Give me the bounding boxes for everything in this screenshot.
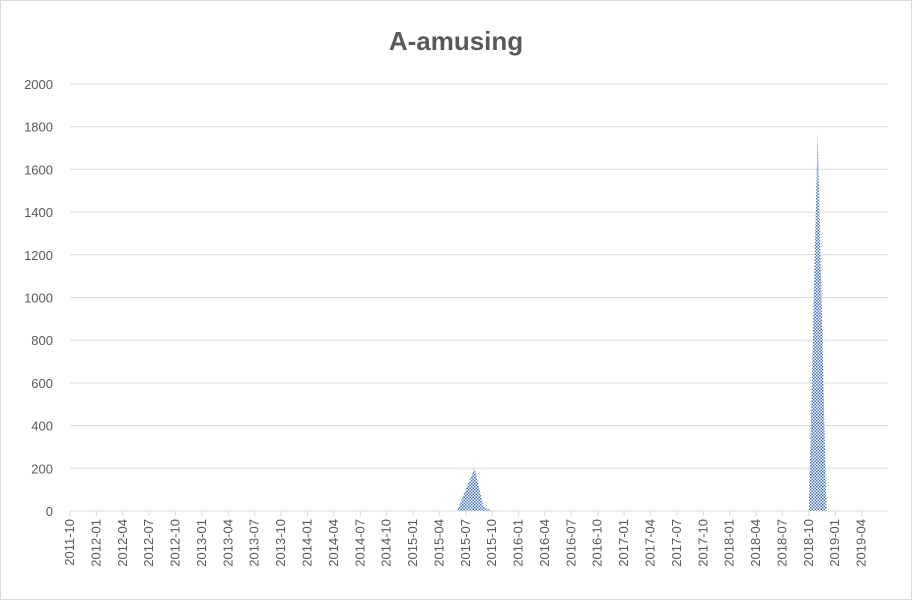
y-tick-label: 200 [31, 461, 53, 476]
x-tick-label: 2017-10 [695, 519, 710, 567]
x-tick-label: 2015-01 [405, 519, 420, 567]
series-area [70, 130, 880, 511]
y-tick-label: 1000 [24, 291, 53, 306]
x-tick-label: 2013-01 [194, 519, 209, 567]
x-tick-label: 2014-10 [379, 519, 394, 567]
y-tick-label: 1400 [24, 205, 53, 220]
y-tick-label: 400 [31, 419, 53, 434]
x-tick-label: 2012-01 [88, 519, 103, 567]
x-tick-label: 2018-10 [801, 519, 816, 567]
x-tick-label: 2015-07 [458, 519, 473, 567]
x-tick-label: 2019-04 [854, 519, 869, 567]
chart-title: A-amusing [389, 26, 523, 56]
x-tick-label: 2018-07 [774, 519, 789, 567]
x-tick-label: 2014-07 [352, 519, 367, 567]
x-tick-label: 2012-04 [115, 519, 130, 567]
x-tick-label: 2018-04 [748, 519, 763, 567]
y-tick-label: 0 [46, 504, 53, 519]
x-tick-label: 2018-01 [722, 519, 737, 567]
y-tick-label: 2000 [24, 77, 53, 92]
y-tick-label: 1200 [24, 248, 53, 263]
y-tick-label: 600 [31, 376, 53, 391]
x-tick-label: 2011-10 [62, 519, 77, 566]
x-tick-label: 2017-01 [616, 519, 631, 567]
x-tick-label: 2014-04 [326, 519, 341, 567]
x-tick-label: 2016-04 [537, 519, 552, 567]
x-tick-label: 2016-07 [563, 519, 578, 567]
y-tick-label: 1800 [24, 120, 53, 135]
x-tick-label: 2015-10 [484, 519, 499, 567]
x-tick-labels: 2011-10 2012-01 2012-04 2012-07 2012-10 2013-… [62, 519, 869, 567]
x-tick-label: 2015-04 [431, 519, 446, 567]
x-tick-label: 2013-10 [273, 519, 288, 567]
y-tick-label: 800 [31, 333, 53, 348]
x-tick-label: 2013-07 [247, 519, 262, 567]
x-tick-label: 2012-07 [141, 519, 156, 567]
area-series [70, 130, 880, 511]
x-tick-label: 2017-07 [669, 519, 684, 567]
y-tick-label: 1600 [24, 162, 53, 177]
x-tick-label: 2013-04 [220, 519, 235, 567]
y-axis: 0 200 400 600 800 1000 1200 1400 1600 1800 2000 [24, 77, 53, 519]
x-axis [69, 510, 888, 516]
x-tick-label: 2019-01 [827, 519, 842, 567]
x-tick-label: 2016-10 [590, 519, 605, 567]
x-tick-label: 2017-04 [643, 519, 658, 567]
gridlines [70, 83, 888, 469]
x-tick-label: 2012-10 [168, 519, 183, 567]
x-tick-label: 2014-01 [299, 519, 314, 567]
x-tick-label: 2016-01 [511, 519, 526, 567]
